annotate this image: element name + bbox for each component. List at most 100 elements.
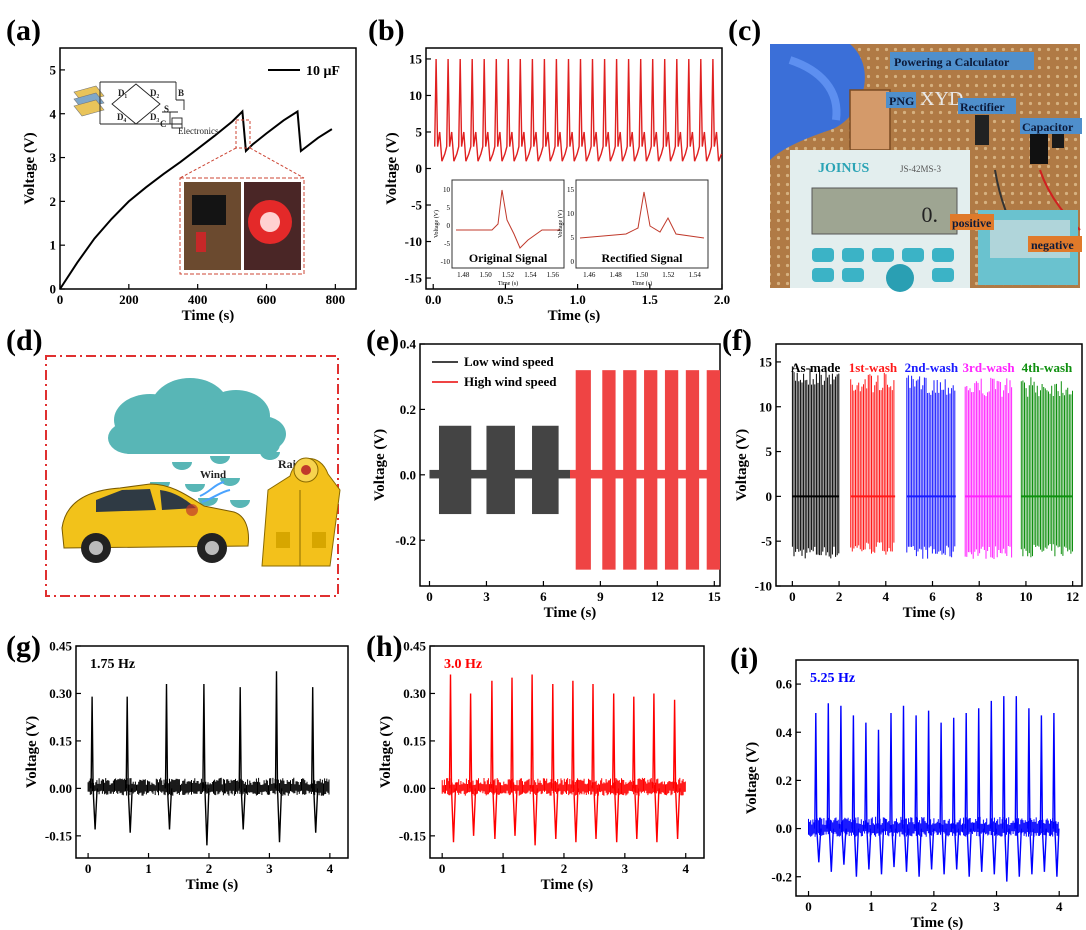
- inset-title: Rectified Signal: [602, 251, 684, 265]
- plot-frame: [795, 659, 1079, 897]
- y-axis-label: Voltage (V): [24, 716, 40, 788]
- y-tick-label: 0.2: [400, 402, 416, 417]
- x-tick-label: 15: [708, 589, 722, 604]
- y-tick-label: -5: [411, 198, 422, 213]
- inset-y-label: Voltage (V): [557, 210, 564, 238]
- spike: [901, 705, 910, 872]
- y-tick-label: 5: [416, 125, 423, 140]
- x-tick-label: 3: [266, 861, 273, 876]
- wind-icon: [199, 481, 231, 503]
- inset-x-label: Time (s): [632, 280, 652, 287]
- x-axis-label: Time (s): [911, 915, 964, 930]
- series-line: [59, 109, 333, 290]
- chart-title: 5.25 Hz: [810, 671, 855, 686]
- label-b: B: [178, 88, 184, 98]
- wash-signal: [964, 377, 1013, 559]
- y-tick-label: 0.30: [403, 686, 426, 701]
- y-tick-label: 2: [50, 194, 57, 209]
- x-tick-label: 3: [483, 589, 490, 604]
- x-tick-label: 6: [929, 589, 936, 604]
- panel-label-g: (g): [6, 630, 41, 663]
- label-d3: D₃: [150, 112, 159, 122]
- pulse-bar: [664, 370, 679, 570]
- panel-label-c: (c): [728, 14, 761, 47]
- spike: [989, 700, 997, 875]
- y-tick-label: 0.00: [403, 781, 426, 796]
- x-tick-label: 4: [327, 861, 334, 876]
- spike: [864, 722, 872, 870]
- spike: [468, 693, 477, 836]
- inset-y-tick-label: 15: [567, 186, 575, 194]
- spike: [814, 712, 822, 863]
- label-rectifier: Rectifier: [960, 100, 1005, 114]
- plot-frame: [75, 645, 349, 859]
- x-axis-label: Time (s): [541, 877, 594, 893]
- inset-x-tick-label: 1.56: [547, 271, 560, 279]
- y-tick-label: 15: [409, 52, 423, 67]
- spike: [952, 717, 960, 870]
- panel-label-d: (d): [6, 324, 43, 357]
- inset-x-tick-label: 1.54: [689, 271, 702, 279]
- x-tick-label: 9: [597, 589, 604, 604]
- label-png: PNG: [889, 94, 914, 108]
- y-tick-label: 0.0: [776, 821, 792, 836]
- baseline-high: [570, 469, 717, 479]
- x-tick-label: 3: [622, 861, 629, 876]
- label-negative: negative: [1031, 238, 1074, 252]
- y-tick-label: -10: [755, 579, 772, 594]
- label-d4: D₄: [117, 112, 126, 122]
- spike: [551, 683, 559, 840]
- pulse-bar: [602, 370, 616, 570]
- spike: [164, 683, 173, 830]
- x-tick-label: 0: [789, 589, 796, 604]
- spike: [939, 722, 947, 875]
- spike: [274, 671, 283, 843]
- x-tick-label: 0: [439, 861, 446, 876]
- inset-y-tick-label: 0: [447, 222, 451, 230]
- spike: [510, 677, 518, 836]
- rain-drops: [150, 452, 280, 508]
- y-axis-label: Voltage (V): [384, 132, 400, 204]
- raincoat: [261, 457, 341, 567]
- pulse-bar: [623, 370, 637, 570]
- y-tick-label: 3: [50, 150, 57, 165]
- x-tick-label: 6: [540, 589, 547, 604]
- x-tick-label: 12: [651, 589, 664, 604]
- y-tick-label: 0: [766, 489, 773, 504]
- spike: [125, 696, 133, 833]
- spike: [490, 680, 498, 840]
- spike: [889, 712, 897, 868]
- y-axis-label: Voltage (V): [734, 429, 750, 501]
- panel-label-e: (e): [366, 324, 399, 357]
- x-axis-label: Time (s): [544, 605, 597, 621]
- y-axis-label: Voltage (V): [22, 132, 38, 204]
- x-tick-label: 12: [1066, 589, 1079, 604]
- inset-title: Original Signal: [469, 251, 548, 265]
- spike: [851, 715, 860, 877]
- panel-label-b: (b): [368, 14, 405, 47]
- y-tick-label: 0.30: [49, 686, 72, 701]
- inset-signal: [579, 191, 705, 239]
- y-tick-label: 5: [766, 444, 773, 459]
- label-s: S: [164, 104, 169, 114]
- y-tick-label: 10: [759, 399, 772, 414]
- inset-y-tick-label: 5: [447, 204, 451, 212]
- spike: [672, 699, 681, 840]
- x-tick-label: 1.5: [642, 292, 659, 307]
- chart-e: 0 3 6 9 12 15 0.4 0.2 0.0 -0.2 Time (s) Voltage (V)…: [372, 337, 721, 621]
- spike: [839, 705, 847, 865]
- pulse-bar: [706, 370, 720, 570]
- panel-label-a: (a): [6, 14, 41, 47]
- series-label: As-made: [791, 360, 840, 375]
- y-tick-label: 0.15: [49, 733, 72, 748]
- series-label: 1st-wash: [849, 360, 898, 375]
- glove-hand: [770, 44, 865, 160]
- calculator-brand: JOINUS: [818, 161, 870, 176]
- y-tick-label: -10: [405, 234, 422, 249]
- spike: [964, 712, 972, 877]
- inset-y-tick-label: 10: [443, 186, 451, 194]
- calculator-display-value: 0.: [922, 202, 939, 227]
- label-powering-calculator: Powering a Calculator: [894, 55, 1010, 69]
- x-tick-label: 1: [868, 899, 875, 914]
- x-tick-label: 8: [976, 589, 983, 604]
